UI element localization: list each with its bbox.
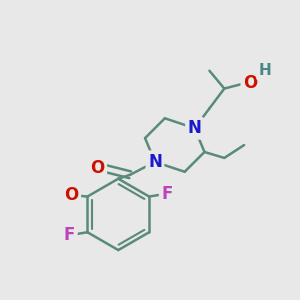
Text: F: F [64,226,75,244]
Text: F: F [161,184,173,202]
Text: N: N [188,119,202,137]
Text: O: O [243,74,257,92]
Text: N: N [148,153,162,171]
Text: O: O [64,186,79,204]
Text: H: H [259,63,271,78]
Text: O: O [90,159,105,177]
